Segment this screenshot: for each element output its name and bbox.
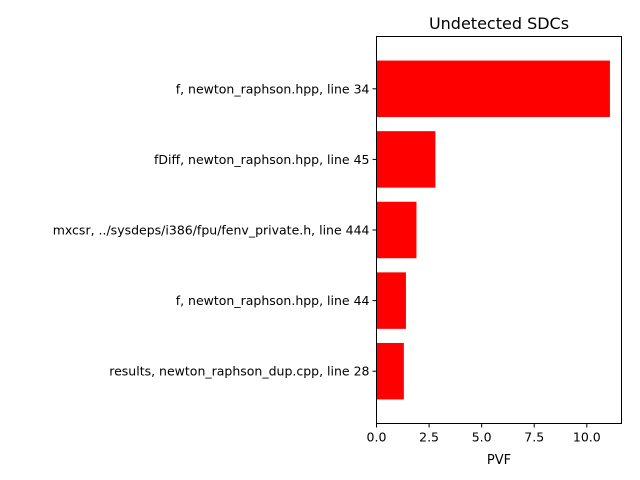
x-tick-label: 10.0	[573, 430, 601, 445]
y-tick-label: fDiff, newton_raphson.hpp, line 45	[154, 152, 370, 167]
y-tick-label: mxcsr, ../sysdeps/i386/fpu/fenv_private.…	[53, 223, 370, 238]
bar	[376, 201, 417, 259]
x-tick-label: 5.0	[472, 430, 492, 445]
bar	[376, 131, 436, 188]
bar	[376, 272, 406, 329]
x-axis-label: PVF	[487, 453, 511, 468]
x-axis: 0.0 2.5 5.0 7.5 10.0	[367, 423, 601, 445]
bars-group	[376, 60, 610, 400]
x-tick-label: 0.0	[367, 430, 387, 445]
bar	[376, 342, 404, 400]
bar	[376, 60, 610, 118]
chart-title: Undetected SDCs	[429, 14, 569, 33]
y-axis: f, newton_raphson.hpp, line 34 fDiff, new…	[53, 81, 377, 379]
y-tick-label: results, newton_raphson_dup.cpp, line 28	[109, 364, 369, 379]
x-tick-label: 7.5	[524, 430, 544, 445]
plot-frame	[376, 36, 622, 424]
y-tick-label: f, newton_raphson.hpp, line 34	[176, 81, 370, 96]
y-tick-label: f, newton_raphson.hpp, line 44	[176, 293, 370, 308]
x-tick-label: 2.5	[419, 430, 439, 445]
